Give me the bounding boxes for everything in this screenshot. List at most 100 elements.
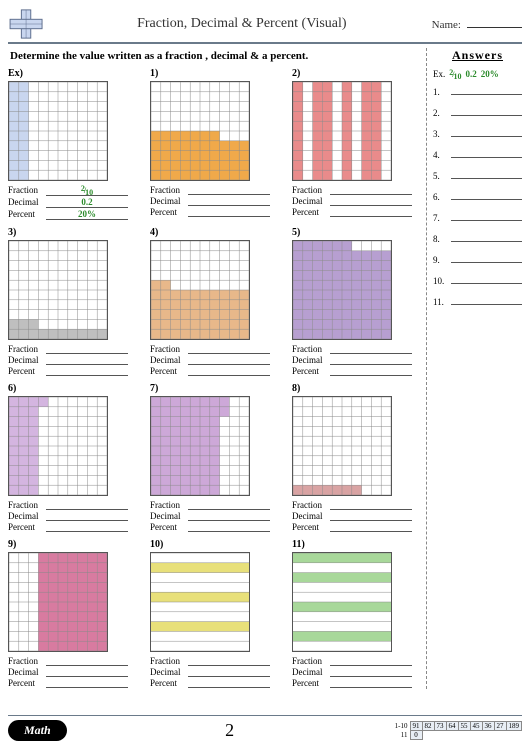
percent-label: Percent [8, 522, 46, 532]
decimal-blank[interactable] [188, 511, 270, 521]
problem-label: 8) [292, 383, 412, 394]
answer-row: 10. [433, 276, 522, 286]
problem-label: 3) [8, 227, 128, 238]
percent-blank[interactable]: 20% [46, 209, 128, 220]
footer-brand: Math [8, 720, 67, 741]
problem-label: 2) [292, 68, 412, 79]
fraction-blank[interactable] [330, 185, 412, 195]
answer-blank[interactable] [451, 178, 522, 179]
percent-label: Percent [292, 678, 330, 688]
answer-row: 7. [433, 213, 522, 223]
answer-row: 9. [433, 255, 522, 265]
problem-label: 4) [150, 227, 270, 238]
fraction-blank[interactable] [188, 344, 270, 354]
hundred-grid [292, 396, 392, 496]
hundred-grid [8, 396, 108, 496]
problem-label: 7) [150, 383, 270, 394]
percent-blank[interactable] [188, 207, 270, 217]
percent-label: Percent [8, 678, 46, 688]
answer-number: 4. [433, 150, 449, 160]
percent-blank[interactable] [46, 678, 128, 688]
answer-number: 8. [433, 234, 449, 244]
answers-heading: Answers [433, 48, 522, 63]
answer-example-percent: 20% [481, 69, 499, 79]
percent-label: Percent [292, 522, 330, 532]
fraction-blank[interactable] [330, 344, 412, 354]
fraction-blank[interactable] [46, 656, 128, 666]
answer-blank[interactable] [451, 115, 522, 116]
fraction-blank[interactable] [46, 500, 128, 510]
decimal-blank[interactable] [330, 667, 412, 677]
hundred-grid [8, 552, 108, 652]
answer-slots: 1.2.3.4.5.6.7.8.9.10.11. [433, 87, 522, 307]
percent-label: Percent [150, 207, 188, 217]
problem: 7) FractionDecimalPercent [150, 383, 270, 533]
answer-number: 5. [433, 171, 449, 181]
decimal-blank[interactable] [188, 667, 270, 677]
answer-blank[interactable] [451, 94, 522, 95]
problem-label: Ex) [8, 68, 128, 79]
name-label: Name: [432, 19, 461, 31]
fraction-blank[interactable] [330, 500, 412, 510]
hundred-grid [292, 552, 392, 652]
decimal-blank[interactable] [46, 667, 128, 677]
decimal-blank[interactable] [330, 355, 412, 365]
answer-number: 7. [433, 213, 449, 223]
answer-row: 8. [433, 234, 522, 244]
problem-label: 9) [8, 539, 128, 550]
decimal-label: Decimal [292, 511, 330, 521]
fraction-blank[interactable] [330, 656, 412, 666]
answer-fields: FractionDecimalPercent [150, 185, 270, 217]
answer-fields: FractionDecimalPercent [150, 500, 270, 532]
decimal-blank[interactable] [188, 355, 270, 365]
answer-row: 2. [433, 108, 522, 118]
percent-blank[interactable] [46, 366, 128, 376]
hundred-grid [150, 396, 250, 496]
name-blank[interactable] [467, 27, 522, 28]
hundred-grid [292, 240, 392, 340]
fraction-blank[interactable] [188, 500, 270, 510]
answer-example-row: Ex. 2/10 0.2 20% [433, 69, 522, 79]
decimal-blank[interactable] [188, 196, 270, 206]
fraction-blank[interactable] [46, 344, 128, 354]
answer-blank[interactable] [451, 283, 522, 284]
answer-blank[interactable] [451, 199, 522, 200]
percent-blank[interactable] [188, 678, 270, 688]
header: Fraction, Decimal & Percent (Visual) Nam… [8, 8, 522, 44]
answer-blank[interactable] [451, 262, 522, 263]
decimal-blank[interactable] [46, 511, 128, 521]
answer-number: 2. [433, 108, 449, 118]
answer-blank[interactable] [451, 157, 522, 158]
percent-blank[interactable] [46, 522, 128, 532]
answer-fields: FractionDecimalPercent [8, 500, 128, 532]
fraction-blank[interactable] [188, 656, 270, 666]
percent-blank[interactable] [330, 207, 412, 217]
percent-blank[interactable] [330, 522, 412, 532]
decimal-blank[interactable] [330, 196, 412, 206]
answer-blank[interactable] [451, 304, 522, 305]
fraction-blank[interactable]: 2/10 [46, 185, 128, 196]
answer-row: 3. [433, 129, 522, 139]
decimal-label: Decimal [8, 197, 46, 208]
page-title: Fraction, Decimal & Percent (Visual) [52, 16, 432, 32]
fraction-blank[interactable] [188, 185, 270, 195]
percent-blank[interactable] [330, 366, 412, 376]
decimal-blank[interactable] [330, 511, 412, 521]
answer-blank[interactable] [451, 241, 522, 242]
decimal-blank[interactable]: 0.2 [46, 197, 128, 208]
percent-blank[interactable] [188, 522, 270, 532]
answer-blank[interactable] [451, 136, 522, 137]
decimal-label: Decimal [8, 355, 46, 365]
answer-fields: FractionDecimalPercent [8, 344, 128, 376]
answer-fields: FractionDecimalPercent [150, 344, 270, 376]
percent-blank[interactable] [330, 678, 412, 688]
problem: 8)FractionDecimalPercent [292, 383, 412, 533]
decimal-label: Decimal [292, 355, 330, 365]
answer-fields: FractionDecimalPercent [292, 185, 412, 217]
answer-blank[interactable] [451, 220, 522, 221]
decimal-blank[interactable] [46, 355, 128, 365]
problem-label: 1) [150, 68, 270, 79]
fraction-label: Fraction [292, 656, 330, 666]
percent-blank[interactable] [188, 366, 270, 376]
answer-row: 4. [433, 150, 522, 160]
